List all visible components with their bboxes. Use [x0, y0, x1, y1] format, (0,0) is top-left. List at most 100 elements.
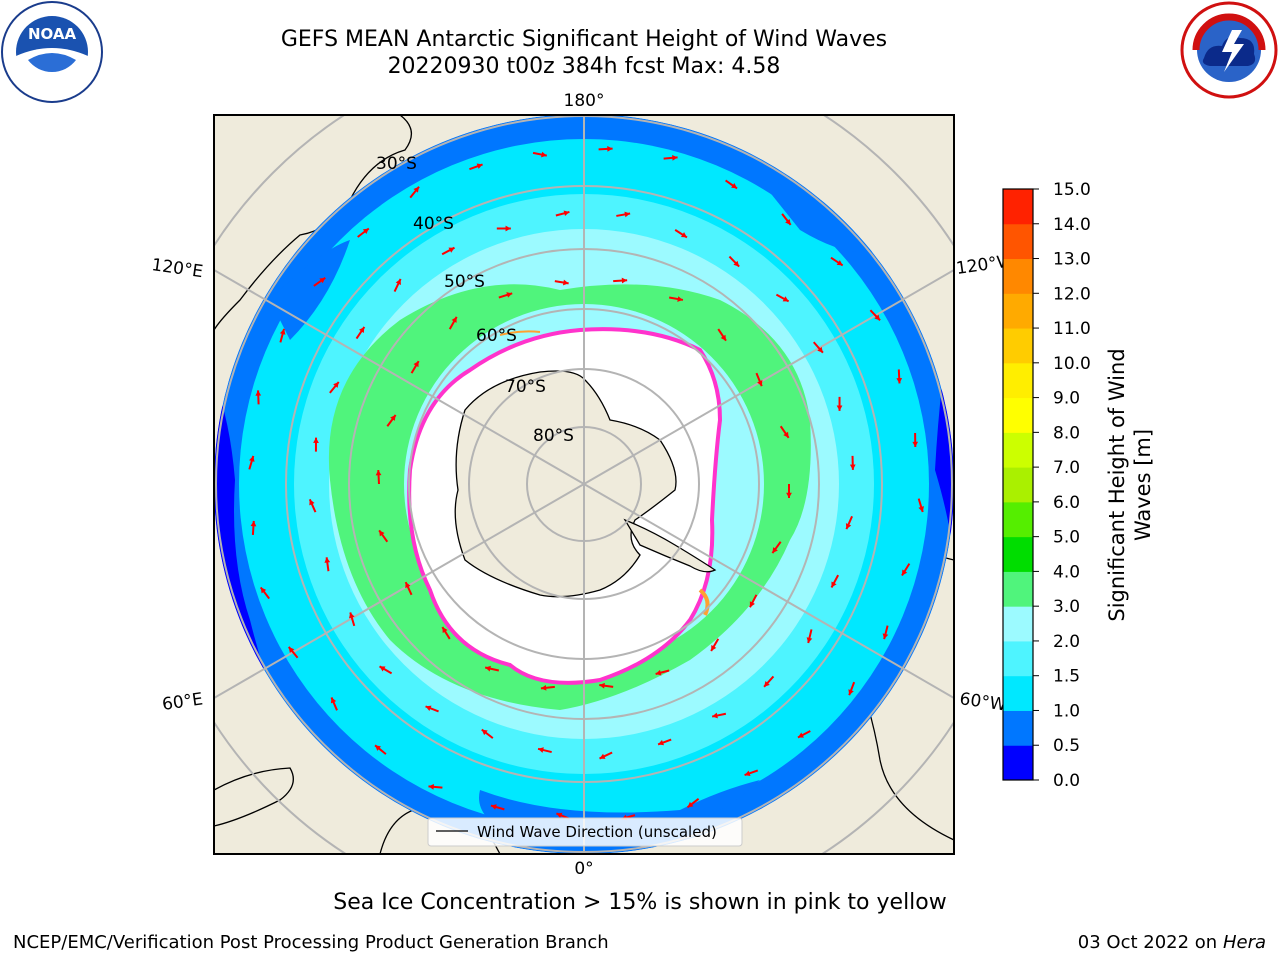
wave-direction-arrowhead [848, 689, 854, 696]
wave-direction-arrowhead [720, 334, 726, 341]
wave-direction-arrowhead [288, 646, 295, 653]
colorbar-swatch [1003, 467, 1033, 503]
wave-direction-arrowhead [797, 732, 804, 738]
wave-direction-arrowhead [849, 464, 856, 470]
colorbar-tick-label: 13.0 [1053, 250, 1091, 270]
colorbar-swatch [1003, 432, 1033, 468]
svg-text:NOAA: NOAA [28, 25, 77, 43]
noaa-logo: NOAA [1, 1, 103, 103]
chart-title: GEFS MEAN Antarctic Significant Height o… [280, 27, 888, 52]
wave-direction-arrowhead [319, 277, 326, 284]
wave-direction-arrowhead [749, 601, 755, 608]
wave-direction-arrowhead [448, 247, 455, 253]
colorbar-tick-label: 1.5 [1053, 667, 1080, 687]
wave-direction-arrowhead [563, 210, 570, 217]
colorbar: 0.0 0.5 1.0 1.5 2.0 3.0 4.0 5.0 6.0 7.0 8.0 9.0 10.0… [1002, 180, 1155, 791]
wave-direction-arrowhead [375, 470, 382, 476]
colorbar-swatch [1003, 258, 1033, 294]
wave-direction-arrowhead [425, 705, 432, 711]
lon-label-180: 180° [564, 91, 605, 111]
wave-direction-arrowhead [349, 612, 355, 619]
map-frame [213, 114, 955, 855]
wave-direction-arrowhead [390, 414, 396, 421]
colorbar-tick-label: 11.0 [1053, 319, 1091, 339]
colorbar-swatch [1003, 223, 1033, 260]
wave-direction-arrowhead [806, 637, 813, 644]
wave-direction-arrowhead [874, 314, 881, 321]
wave-direction-arrowhead [817, 346, 823, 353]
wind-wave-direction-arrows [248, 146, 924, 821]
africa-land [214, 767, 294, 827]
map-legend: Wind Wave Direction (unscaled) [427, 817, 743, 847]
colorbar-tick-label: 4.0 [1053, 562, 1080, 582]
colorbar-frame [1002, 188, 1034, 781]
lon-label-120e: 120°E [150, 255, 204, 282]
wave-direction-arrowhead [711, 644, 717, 651]
wave-direction-arrowhead [912, 441, 919, 448]
wave-direction-arrowhead [687, 801, 694, 808]
legend-label: Wind Wave Direction (unscaled) [477, 823, 717, 841]
colorbar-swatch [1003, 571, 1033, 607]
wave-direction-arrowhead [672, 155, 678, 161]
wave-direction-arrowhead [379, 530, 385, 537]
wave-direction-arrowhead [733, 260, 740, 267]
wave-direction-arrowhead [428, 783, 434, 790]
wave-direction-arrowhead [362, 228, 369, 234]
wave-direction-arrowhead [607, 146, 613, 152]
wave-direction-arrowhead [359, 326, 365, 333]
wave-direction-arrowhead [744, 770, 751, 777]
chart-subtitle-run: 20220930 t00z 384h fcst Max: 4.58 [387, 54, 781, 79]
wave-direction-arrowhead [413, 361, 419, 368]
colorbar-tick-label: 9.0 [1053, 389, 1080, 409]
wave-direction-arrowhead [379, 666, 386, 672]
wave-direction-arrowhead [785, 218, 791, 225]
longitude-grid [214, 115, 954, 854]
wave-direction-arrowhead [562, 279, 569, 286]
wave-direction-arrowhead [655, 669, 662, 676]
colorbar-tick-label: 7.0 [1053, 458, 1080, 478]
lon-label-0: 0° [574, 859, 593, 879]
wave-direction-arrowhead [680, 232, 687, 238]
wave-direction-arrowhead [279, 328, 286, 335]
wave-direction-arrowhead [599, 753, 606, 759]
lat-label-80s: 80°S [533, 426, 574, 446]
wave-direction-arrowhead [677, 296, 683, 302]
wave-direction-arrowhead [413, 186, 420, 193]
wave-direction-arrowhead [481, 729, 488, 736]
wave-direction-arrowhead [490, 804, 497, 810]
wave-direction-arrowhead [260, 587, 267, 594]
wave-direction-arrowhead [541, 151, 547, 158]
colorbar-swatch [1003, 606, 1033, 642]
wave-direction-arrowhead [901, 569, 908, 576]
wave-direction-arrowhead [309, 499, 315, 506]
wave-direction-arrowhead [845, 523, 852, 530]
wave-direction-arrowhead [375, 745, 381, 751]
wave-direction-arrowhead [324, 557, 331, 563]
lat-label-40s: 40°S [413, 214, 454, 234]
wave-direction-arrowhead [451, 316, 457, 323]
lon-label-60e: 60°E [161, 689, 204, 714]
wave-direction-arrowhead [624, 211, 631, 218]
colorbar-swatch [1003, 745, 1033, 781]
wave-direction-arrowhead [395, 278, 401, 285]
colorbar-tick-label: 8.0 [1053, 423, 1080, 443]
sea-ice-note: Sea Ice Concentration > 15% is shown in … [333, 890, 947, 915]
wave-direction-arrowhead [782, 296, 789, 302]
colorbar-swatch [1003, 710, 1033, 746]
colorbar-swatch [1003, 362, 1033, 399]
colorbar-tick-label: 12.0 [1053, 284, 1091, 304]
wave-direction-arrowhead [836, 405, 843, 411]
colorbar-swatch [1003, 189, 1033, 225]
wave-direction-arrowhead [330, 697, 337, 704]
lat-label-70s: 70°S [505, 377, 546, 397]
colorbar-tick-label: 5.0 [1053, 528, 1080, 548]
wave-direction-arrowhead [249, 455, 255, 462]
colorbar-tick-label: 3.0 [1053, 597, 1080, 617]
wave-direction-arrowhead [485, 665, 491, 672]
wave-direction-arrowhead [764, 680, 770, 687]
wave-direction-arrowhead [599, 682, 605, 689]
wave-direction-arrowhead [405, 582, 411, 589]
wave-direction-arrowhead [540, 684, 547, 691]
wave-direction-arrowhead [556, 812, 563, 819]
wave-direction-arrowhead [250, 520, 257, 527]
